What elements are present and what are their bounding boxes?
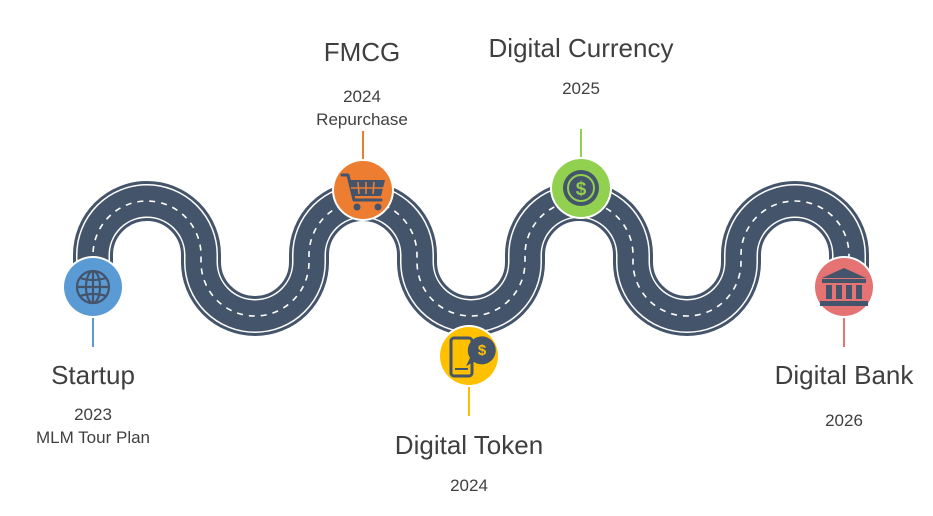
svg-text:$: $ [478,342,487,359]
svg-text:$: $ [576,179,587,200]
milestone-year-digital-currency: 2025 [562,79,600,98]
globe-icon [75,269,111,305]
milestone-title-digital-bank: Digital Bank [774,360,914,390]
milestone-year-digital-bank: 2026 [825,411,863,430]
mobile-payment-icon: $ [449,336,496,378]
milestone-title-digital-currency: Digital Currency [488,33,674,63]
milestone-title-startup: Startup [51,360,135,390]
milestone-marker-fmcg [332,159,394,221]
milestone-title-fmcg: FMCG [323,37,401,67]
milestone-note-startup: MLM Tour Plan [35,428,151,447]
milestone-details-digital-token: 2024 [450,474,488,497]
dollar-coin-icon: $ [563,170,599,206]
milestone-marker-startup [62,256,124,318]
milestone-marker-digital-token: $ [438,325,500,387]
milestone-year-startup: 2023 [74,405,112,424]
road-center-dashes [92,200,850,317]
milestone-details-digital-currency: 2025 [562,77,600,100]
milestone-marker-digital-currency: $ [550,157,612,219]
shopping-cart-icon [340,173,385,211]
milestone-details-fmcg: 2024 Repurchase [316,85,408,131]
milestone-details-startup: 2023 MLM Tour Plan [36,403,150,449]
milestone-year-fmcg: 2024 [343,87,381,106]
milestone-marker-digital-bank [813,256,875,318]
milestone-details-digital-bank: 2026 [825,409,863,432]
bank-icon [820,268,868,306]
milestone-year-digital-token: 2024 [450,476,488,495]
milestone-note-fmcg: Repurchase [316,110,408,129]
milestone-title-digital-token: Digital Token [394,430,544,460]
